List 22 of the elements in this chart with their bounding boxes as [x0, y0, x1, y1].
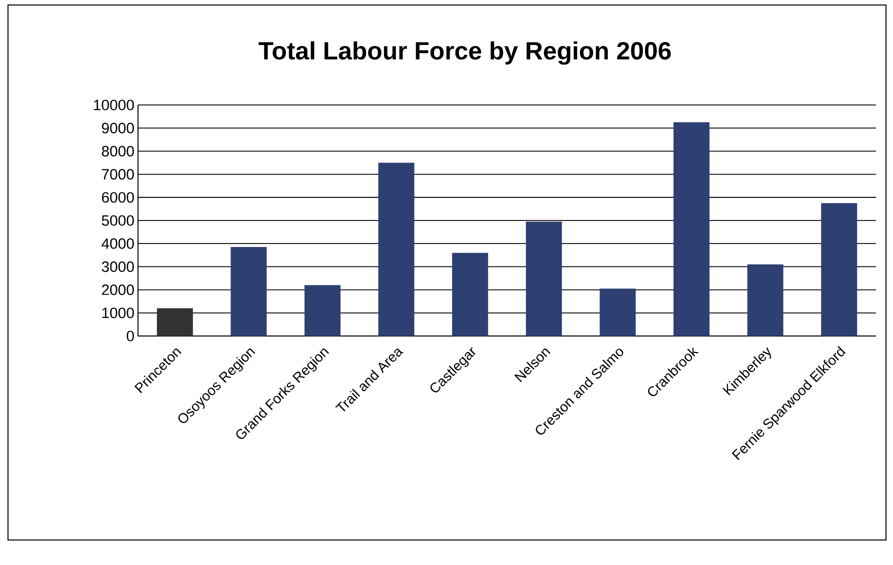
y-tick-label: 1000: [102, 308, 134, 318]
bar: [378, 162, 414, 336]
bar: [747, 264, 784, 336]
y-tick-label: 5000: [102, 215, 134, 226]
bar: [230, 247, 267, 336]
bar: [674, 122, 710, 336]
bar: [821, 203, 858, 336]
bar: [600, 288, 636, 336]
bar: [452, 252, 488, 336]
y-tick-label: 6000: [102, 192, 134, 203]
y-tick-label: 10000: [94, 100, 134, 110]
bar: [526, 222, 562, 336]
y-tick-label: 2000: [102, 284, 134, 296]
bar: [304, 285, 341, 336]
y-tick-label: 4000: [102, 238, 134, 249]
y-tick-label: 3000: [102, 261, 134, 272]
y-tick-label: 0: [126, 330, 134, 342]
y-tick-label: 7000: [102, 168, 134, 180]
y-tick-label: 8000: [102, 146, 134, 156]
y-tick-label: 9000: [102, 122, 134, 134]
chart-title: Total Labour Force by Region 2006: [258, 41, 671, 65]
bar: [156, 308, 193, 336]
